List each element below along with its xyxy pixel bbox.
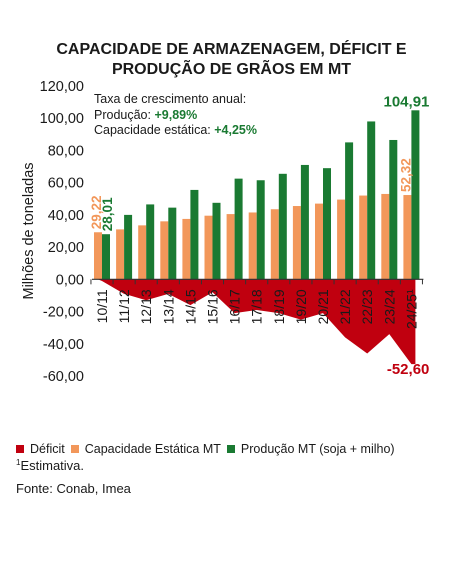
annotation-producao-value: +9,89% [154, 108, 197, 122]
y-tick-label: -40,00 [43, 337, 84, 353]
x-tick-label: 13/14 [160, 289, 176, 324]
y-tick-label: -20,00 [43, 305, 84, 321]
legend-label-producao: Produção MT (soja + milho) [240, 442, 395, 456]
legend-item-producao: Produção MT (soja + milho) [226, 442, 395, 456]
chart-title: CAPACIDADE DE ARMAZENAGEM, DÉFICIT E PRO… [0, 40, 463, 80]
legend-item-capacidade: Capacidade Estática MT [70, 442, 221, 456]
x-tick-label: 16/17 [227, 289, 243, 324]
y-tick-label: 20,00 [48, 240, 84, 256]
bar-capacidade [138, 225, 147, 280]
bar-capacidade [270, 209, 279, 280]
x-tick-label: 22/23 [359, 289, 375, 324]
x-tick-label: 21/22 [337, 289, 353, 324]
x-tick-label: 17/18 [249, 289, 265, 324]
bar-capacidade [315, 203, 323, 280]
bar-producao [367, 121, 376, 280]
bar-producao [212, 202, 221, 280]
legend-swatch-deficit [16, 445, 24, 453]
legend-item-deficit: Déficit [16, 442, 65, 456]
legend-swatch-producao [226, 445, 235, 453]
bar-producao [168, 207, 177, 280]
title-line-1: CAPACIDADE DE ARMAZENAGEM, DÉFICIT E [56, 41, 407, 58]
x-tick-label: 15/16 [205, 289, 221, 324]
bar-capacidade [337, 199, 346, 280]
bar-producao [256, 180, 265, 280]
deficit-area [98, 279, 416, 365]
bar-producao [278, 173, 287, 280]
annotation-heading: Taxa de crescimento anual: [94, 92, 246, 106]
bar-producao [300, 164, 309, 280]
footnote-text: Estimativa. [20, 458, 85, 473]
y-tick-label: 120,00 [40, 79, 84, 95]
data-label-capacidade-last: 52,32 [398, 158, 413, 192]
data-label-producao-last: 104,91 [384, 93, 430, 110]
x-tick-label: 19/20 [293, 289, 309, 324]
data-label-producao-first: 28,01 [100, 197, 115, 231]
chart-legend: Déficit Capacidade Estática MT Produção … [16, 442, 401, 456]
annotation-producao: Produção: +9,89% [94, 108, 197, 122]
source-note: Fonte: Conab, Imea [16, 481, 131, 496]
annotation-capacidade-label: Capacidade estática: [94, 123, 214, 137]
data-label-capacidade-first: 29,22 [89, 195, 104, 229]
legend-swatch-capacidade [70, 445, 79, 453]
x-tick-label: 24/25¹ [403, 289, 419, 329]
annotation-producao-label: Produção: [94, 108, 154, 122]
bar-capacidade [116, 229, 125, 280]
bar-capacidade [94, 232, 102, 280]
y-tick-label: 0,00 [56, 272, 84, 288]
x-tick-label: 12/13 [138, 289, 154, 324]
bar-capacidade [381, 193, 390, 280]
x-tick-label: 11/12 [116, 289, 132, 323]
bar-capacidade [359, 195, 368, 280]
title-line-2: PRODUÇÃO DE GRÃOS EM MT [111, 61, 352, 78]
bar-capacidade [248, 212, 257, 280]
y-tick-label: 60,00 [48, 176, 84, 192]
x-tick-label: 10/11 [94, 289, 110, 323]
legend-label-capacidade: Capacidade Estática MT [84, 442, 221, 456]
footnote: 1Estimativa. [16, 458, 84, 473]
annotation-capacidade: Capacidade estática: +4,25% [94, 123, 257, 137]
bar-capacidade [160, 221, 169, 280]
x-tick-label: 20/21 [315, 289, 331, 324]
y-tick-label: 100,00 [40, 111, 84, 127]
chart-plot: 120,00 100,00 80,00 60,00 40,00 20,00 0,00 -20,… [21, 79, 430, 385]
y-tick-label: -60,00 [43, 369, 84, 385]
footnote-mark: 1 [16, 458, 21, 467]
bar-capacidade [182, 218, 191, 280]
bar-capacidade [204, 215, 213, 280]
bar-capacidade [403, 195, 412, 280]
bar-producao [389, 139, 398, 280]
y-tick-label: 40,00 [48, 208, 84, 224]
bar-producao [146, 204, 155, 280]
y-tick-label: 80,00 [48, 143, 84, 159]
bar-producao [190, 189, 199, 280]
x-tick-label: 14/15 [182, 289, 198, 324]
bar-capacidade [226, 214, 235, 280]
x-tick-label: 23/24 [381, 289, 397, 324]
y-axis-title: Milhões de toneladas [21, 162, 37, 299]
bar-producao [124, 214, 133, 280]
bar-producao [345, 142, 354, 280]
legend-label-deficit: Déficit [30, 442, 65, 456]
x-tick-label: 18/19 [271, 289, 287, 324]
bar-producao [411, 110, 420, 280]
bar-producao [102, 234, 110, 280]
bar-capacidade [292, 206, 301, 280]
data-label-deficit-last: -52,60 [387, 361, 430, 378]
bar-producao [323, 168, 331, 280]
annotation-capacidade-value: +4,25% [214, 123, 257, 137]
bar-producao [234, 178, 243, 280]
